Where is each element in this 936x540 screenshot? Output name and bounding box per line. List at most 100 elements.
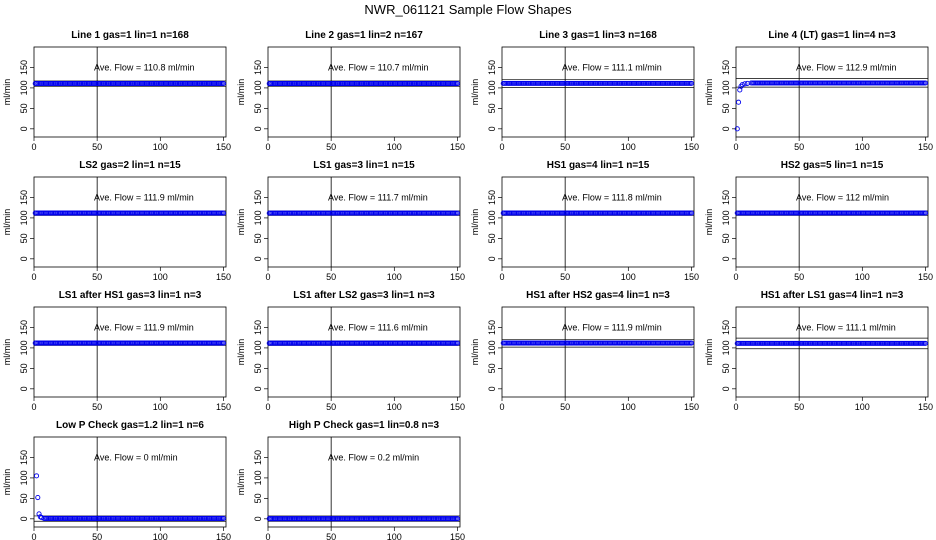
- data-point: [454, 210, 461, 216]
- y-axis-label: ml/min: [236, 79, 246, 106]
- y-axis-label: ml/min: [2, 79, 12, 106]
- panel-title: Line 1 gas=1 lin=1 n=168: [71, 30, 189, 41]
- data-series: [32, 210, 227, 216]
- y-tick-label: 150: [253, 450, 263, 465]
- y-tick-label: 150: [487, 60, 497, 75]
- y-tick-label: 100: [721, 80, 731, 95]
- data-point: [734, 126, 740, 132]
- y-tick-label: 100: [253, 470, 263, 485]
- panel-title: Low P Check gas=1.2 lin=1 n=6: [56, 420, 204, 431]
- x-tick-label: 0: [733, 272, 738, 282]
- y-tick-label: 0: [253, 126, 263, 131]
- data-series: [32, 340, 227, 346]
- data-point: [742, 81, 748, 87]
- chart-panel: High P Check gas=1 lin=0.8 n=3 0 50 100 150 0…: [236, 420, 465, 540]
- y-tick-label: 50: [253, 233, 263, 243]
- panels-grid: Line 1 gas=1 lin=1 n=168 0 50 100 150 0 50 100 1…: [2, 30, 933, 540]
- plot-frame: [267, 306, 461, 398]
- chart-panel: LS1 after HS1 gas=3 lin=1 n=3 0 50 100 150 0 5…: [2, 290, 231, 412]
- y-tick-label: 150: [19, 450, 29, 465]
- y-tick-label: 50: [487, 363, 497, 373]
- average-flow-annotation: Ave. Flow = 111.1 ml/min: [796, 322, 896, 332]
- y-tick-label: 100: [253, 80, 263, 95]
- x-tick-label: 150: [216, 272, 231, 282]
- y-tick-label: 0: [487, 386, 497, 391]
- y-tick-label: 0: [721, 256, 731, 261]
- data-point: [688, 80, 695, 86]
- x-tick-label: 0: [31, 272, 36, 282]
- y-tick-label: 150: [19, 60, 29, 75]
- x-tick-label: 100: [621, 402, 636, 412]
- y-tick-label: 0: [19, 256, 29, 261]
- data-point: [35, 494, 41, 501]
- y-tick-label: 0: [487, 256, 497, 261]
- x-tick-label: 0: [265, 142, 270, 152]
- y-tick-label: 100: [253, 210, 263, 225]
- average-flow-annotation: Ave. Flow = 111.9 ml/min: [94, 192, 194, 202]
- average-flow-annotation: Ave. Flow = 110.7 ml/min: [328, 62, 428, 72]
- chart-panel: LS1 gas=3 lin=1 n=15 0 50 100 150 0 50 100 150 ml…: [236, 160, 465, 282]
- y-tick-label: 100: [253, 340, 263, 355]
- x-tick-label: 50: [92, 142, 102, 152]
- y-tick-label: 50: [19, 363, 29, 373]
- y-tick-label: 100: [487, 210, 497, 225]
- plot-frame: [33, 46, 227, 138]
- panel-title: HS1 gas=4 lin=1 n=15: [547, 160, 650, 171]
- plot-frame: [33, 306, 227, 398]
- data-series: [32, 80, 227, 87]
- y-tick-label: 100: [19, 80, 29, 95]
- x-tick-label: 100: [153, 272, 168, 282]
- average-flow-annotation: Ave. Flow = 111.9 ml/min: [562, 322, 662, 332]
- panel-title: Line 2 gas=1 lin=2 n=167: [305, 30, 423, 41]
- data-point: [735, 99, 742, 105]
- data-series: [500, 80, 695, 86]
- x-tick-label: 100: [621, 142, 636, 152]
- data-point: [688, 340, 695, 346]
- plot-frame: [735, 306, 929, 398]
- panel-title: Line 4 (LT) gas=1 lin=4 n=3: [768, 30, 896, 41]
- y-tick-label: 100: [19, 210, 29, 225]
- x-tick-label: 100: [153, 402, 168, 412]
- x-tick-label: 150: [918, 272, 933, 282]
- y-tick-label: 0: [19, 386, 29, 391]
- y-tick-label: 100: [19, 340, 29, 355]
- y-tick-label: 150: [253, 190, 263, 205]
- panel-title: HS2 gas=5 lin=1 n=15: [781, 160, 884, 171]
- plot-frame: [735, 176, 929, 268]
- x-tick-label: 0: [499, 142, 504, 152]
- plot-frame: [501, 306, 695, 398]
- y-axis-label: ml/min: [236, 209, 246, 236]
- x-tick-label: 100: [621, 272, 636, 282]
- y-axis-label: ml/min: [470, 209, 480, 236]
- data-point: [922, 210, 929, 216]
- data-series: [266, 516, 461, 522]
- y-tick-label: 0: [253, 256, 263, 261]
- y-axis-label: ml/min: [2, 339, 12, 366]
- y-tick-label: 50: [19, 233, 29, 243]
- y-tick-label: 0: [487, 126, 497, 131]
- panel-title: LS1 after HS1 gas=3 lin=1 n=3: [59, 290, 202, 301]
- panel-title: HS1 after HS2 gas=4 lin=1 n=3: [526, 290, 670, 301]
- x-tick-label: 0: [733, 402, 738, 412]
- y-tick-label: 100: [721, 210, 731, 225]
- x-tick-label: 0: [265, 532, 270, 540]
- data-series: [500, 210, 695, 216]
- y-tick-label: 50: [721, 103, 731, 113]
- x-tick-label: 150: [918, 142, 933, 152]
- x-tick-label: 150: [450, 402, 465, 412]
- x-tick-label: 50: [326, 272, 336, 282]
- average-flow-annotation: Ave. Flow = 111.1 ml/min: [562, 62, 662, 72]
- x-tick-label: 150: [450, 532, 465, 540]
- plot-frame: [735, 46, 929, 138]
- chart-panel: Low P Check gas=1.2 lin=1 n=6 0 50 100 150 0 5…: [2, 420, 231, 540]
- x-tick-label: 150: [450, 272, 465, 282]
- data-point: [922, 340, 929, 346]
- y-axis-label: ml/min: [470, 79, 480, 106]
- y-tick-label: 150: [487, 190, 497, 205]
- chart-panel: HS1 gas=4 lin=1 n=15 0 50 100 150 0 50 100 150 ml…: [470, 160, 699, 282]
- data-series: [266, 210, 461, 216]
- data-point: [36, 511, 42, 517]
- y-tick-label: 0: [721, 126, 731, 131]
- y-axis-label: ml/min: [704, 339, 714, 366]
- data-point: [454, 80, 461, 87]
